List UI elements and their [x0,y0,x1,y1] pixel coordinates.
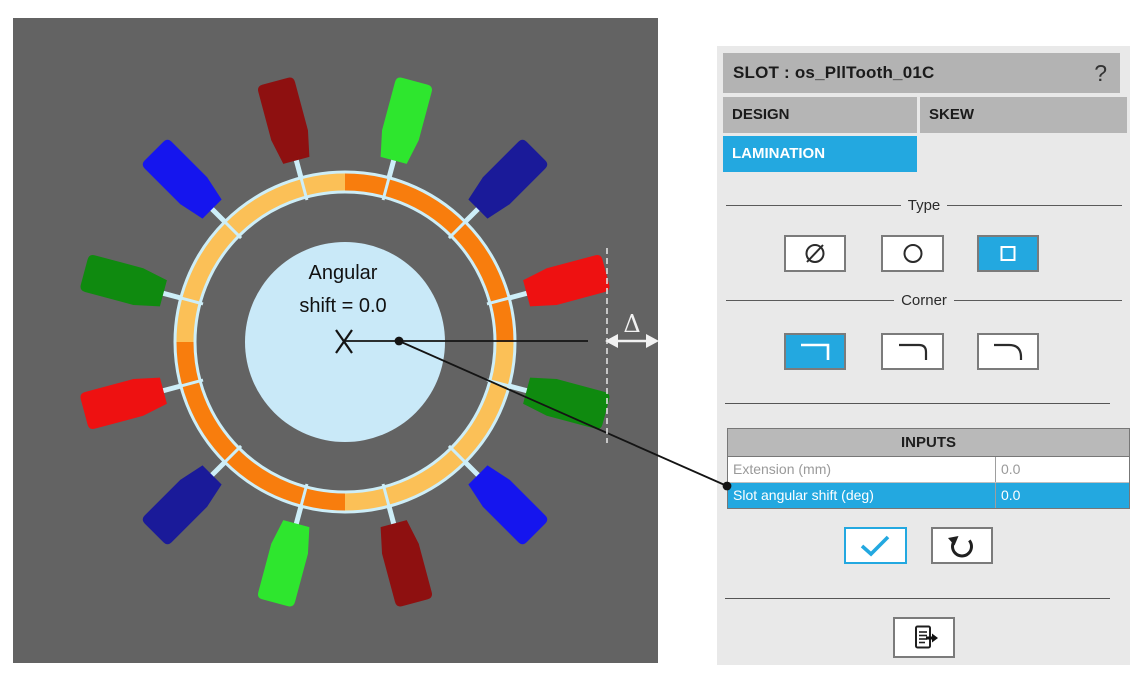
corner-large-fillet-button[interactable] [977,333,1039,370]
coil [380,77,432,201]
rule-line [947,204,1122,206]
lamination-drawing-canvas[interactable]: Angular shift = 0.0 [13,18,658,663]
corner-sharp-button[interactable] [784,333,846,370]
coil [258,483,310,607]
type-section-label: Type [907,196,941,214]
hub-label-line2: shift = 0.0 [299,295,386,317]
circle-icon [884,237,942,270]
divider [725,403,1110,404]
sharp-corner-icon [786,335,844,368]
export-document-icon [907,621,941,655]
coil [80,255,204,307]
coil [380,483,432,607]
table-row-slot-angular-shift[interactable]: Slot angular shift (deg) 0.0 [728,483,1129,508]
slot-type-square-button[interactable] [977,235,1039,272]
panel-header: SLOT : os_PllTooth_01C ? [723,53,1120,93]
coil [486,255,610,307]
slot-type-round-button[interactable] [881,235,944,272]
extension-label: Extension (mm) [728,457,996,482]
stator-ring-segment [175,342,345,512]
rule-line [726,204,901,206]
inputs-table: INPUTS Extension (mm) 0.0 Slot angular s… [727,428,1130,509]
exit-editor-button[interactable] [893,617,955,658]
type-section-header: Type [726,196,1122,214]
panel-title: SLOT : os_PllTooth_01C [733,63,935,82]
slot-type-none-button[interactable] [784,235,846,272]
apply-button[interactable] [844,527,907,564]
coil [80,377,204,429]
corner-section-label: Corner [901,291,947,309]
rotate-ccw-icon [933,529,991,562]
stator-ring-segment [175,172,345,342]
rule-line [953,299,1123,301]
check-icon [846,529,905,562]
rule-line [726,299,895,301]
large-fillet-corner-icon [979,335,1037,368]
help-button[interactable]: ? [1094,59,1107,86]
coil [258,77,310,201]
hub-label-line1: Angular [309,262,378,284]
slot-properties-panel: SLOT : os_PllTooth_01C ? DESIGN SKEW LAM… [717,46,1130,665]
tab-skew[interactable]: SKEW [920,97,1127,133]
tab-lamination[interactable]: LAMINATION [723,136,917,172]
coil [142,139,243,240]
coil [447,139,548,240]
coil [142,444,243,545]
inputs-table-header: INPUTS [728,429,1129,457]
table-row-extension[interactable]: Extension (mm) 0.0 [728,457,1129,483]
tab-design[interactable]: DESIGN [723,97,917,133]
reset-button[interactable] [931,527,993,564]
extension-value-field[interactable]: 0.0 [1001,461,1021,477]
slot-angular-shift-label: Slot angular shift (deg) [728,483,996,508]
slot-angular-shift-value-field[interactable]: 0.0 [1001,487,1021,503]
corner-small-fillet-button[interactable] [881,333,944,370]
slash-circle-icon [786,237,844,270]
square-icon [979,237,1037,270]
small-fillet-corner-icon [884,335,942,368]
corner-section-header: Corner [726,291,1123,309]
divider [725,598,1110,599]
stator-ring-segment [345,172,515,342]
